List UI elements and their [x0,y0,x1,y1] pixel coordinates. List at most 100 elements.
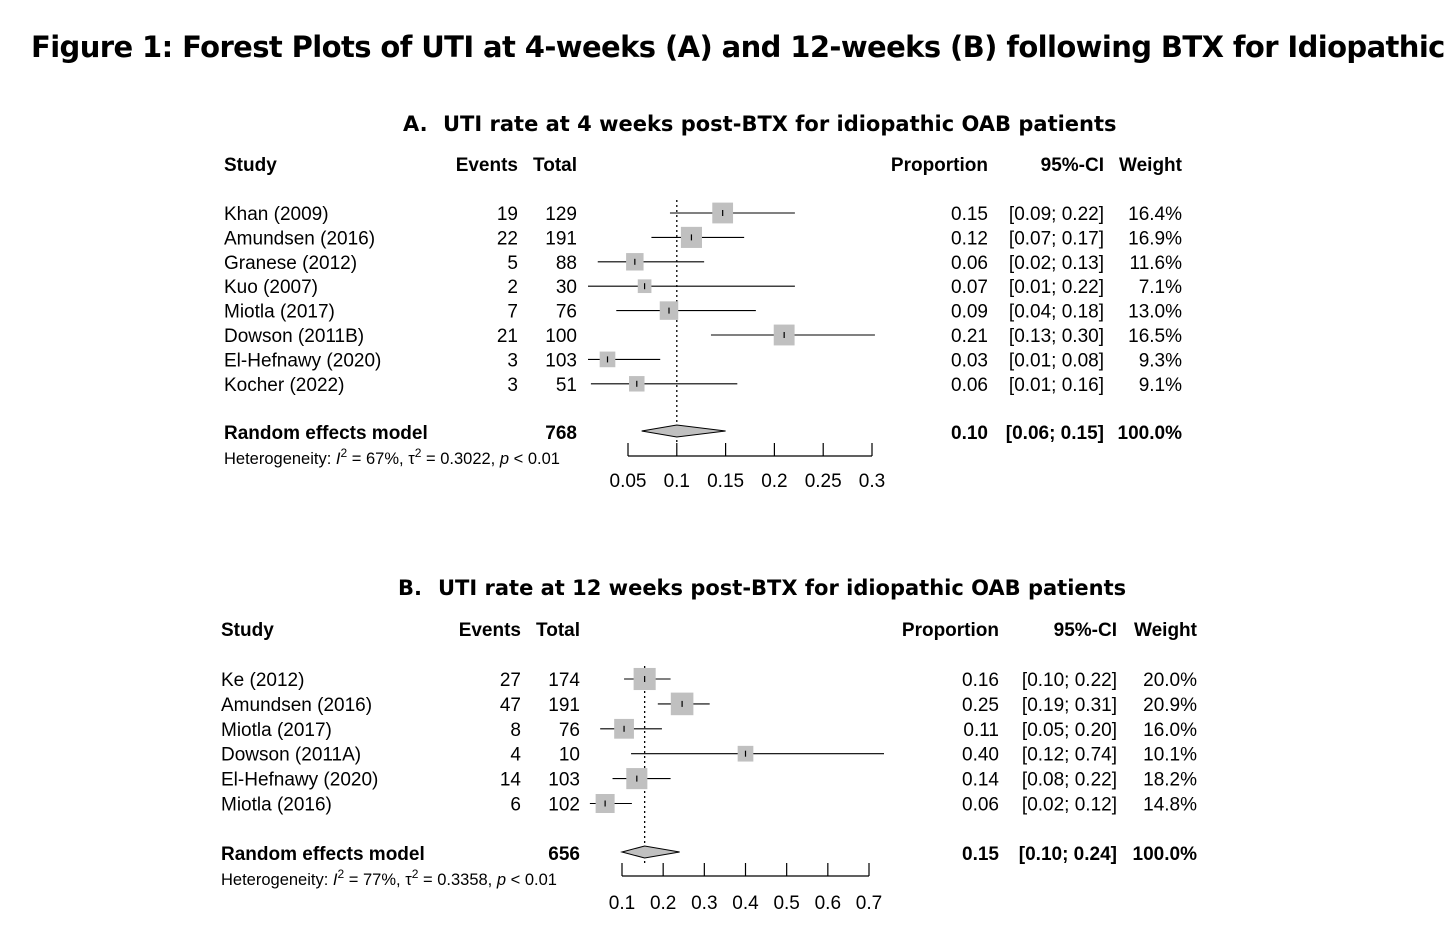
study-proportion: 0.06 [962,795,999,816]
het-tau2-value: = 0.3358, [418,871,496,889]
study-name: Amundsen (2016) [224,228,375,249]
pooled-name: Random effects model [224,423,428,444]
pooled-ci: [0.06; 0.15] [1006,423,1104,444]
column-header-total: Total [536,620,580,641]
column-header-proportion: Proportion [902,620,999,641]
study-events: 7 [507,302,518,323]
het-i2-symbol: I [336,450,341,468]
x-tick-label: 0.2 [761,471,787,492]
study-events: 6 [510,795,521,816]
column-header-ci: 95%-CI [1054,620,1117,641]
x-tick-label: 0.7 [856,893,882,914]
study-events: 3 [507,350,518,371]
study-weight: 9.1% [1139,375,1182,396]
het-prefix: Heterogeneity: [221,871,333,889]
study-ci: [0.19; 0.31] [1022,695,1117,716]
x-tick-label: 0.05 [610,471,647,492]
het-i2-value: = 77%, [344,871,405,889]
pooled-diamond [620,845,680,859]
study-ci: [0.01; 0.08] [1009,350,1104,371]
het-tau2-value: = 0.3022, [421,450,499,468]
column-header-study: Study [221,620,274,641]
pooled-weight: 100.0% [1133,844,1198,865]
study-weight: 11.6% [1130,253,1183,274]
column-header-study: Study [224,155,277,176]
panel-title: UTI rate at 4 weeks post-BTX for idiopat… [443,112,1117,136]
het-tau2-sup: 2 [412,867,419,881]
study-name: Dowson (2011A) [221,745,361,766]
study-weight: 10.1% [1143,745,1197,766]
study-name: Kocher (2022) [224,375,344,396]
study-proportion: 0.09 [951,302,988,323]
pooled-total: 656 [548,844,580,865]
het-tau2-symbol: τ [405,871,412,889]
study-proportion: 0.14 [962,770,999,791]
study-events: 19 [497,204,518,225]
study-proportion: 0.40 [962,745,999,766]
study-name: Ke (2012) [221,670,304,691]
study-total: 51 [556,375,577,396]
pooled-ci: [0.10; 0.24] [1019,844,1117,865]
het-tau2-symbol: τ [408,450,415,468]
study-ci: [0.07; 0.17] [1009,228,1104,249]
study-total: 88 [556,253,577,274]
study-total: 103 [548,770,580,791]
study-total: 191 [545,228,577,249]
x-tick-label: 0.6 [815,893,841,914]
study-name: Granese (2012) [224,253,357,274]
study-events: 21 [497,326,518,347]
study-proportion: 0.07 [951,277,988,298]
study-total: 129 [545,204,577,225]
study-total: 76 [556,302,577,323]
column-header-weight: Weight [1134,620,1198,641]
study-ci: [0.09; 0.22] [1009,204,1104,225]
x-tick-label: 0.1 [609,893,635,914]
study-proportion: 0.11 [963,720,999,741]
x-tick-label: 0.1 [664,471,690,492]
study-proportion: 0.16 [962,670,999,691]
study-total: 10 [559,745,580,766]
het-i2-value: = 67%, [347,450,408,468]
x-tick-label: 0.4 [732,893,759,914]
study-proportion: 0.06 [951,375,988,396]
study-total: 30 [556,277,577,298]
panel-title: UTI rate at 12 weeks post-BTX for idiopa… [438,576,1126,600]
panel-label: B. [398,576,422,600]
study-name: Khan (2009) [224,204,329,225]
x-tick-label: 0.3 [691,893,717,914]
het-p-symbol: p [496,871,506,889]
study-weight: 16.0% [1143,720,1197,741]
pooled-proportion: 0.15 [962,844,999,865]
x-tick-label: 0.25 [805,471,842,492]
het-p-value: < 0.01 [506,871,557,889]
study-proportion: 0.12 [951,228,988,249]
x-tick-label: 0.15 [707,471,744,492]
column-header-total: Total [533,155,577,176]
study-weight: 13.0% [1128,302,1182,323]
study-total: 103 [545,350,577,371]
study-name: Miotla (2017) [221,720,332,741]
study-name: Kuo (2007) [224,277,318,298]
study-proportion: 0.25 [962,695,999,716]
panel-label: A. [403,112,428,136]
pooled-proportion: 0.10 [951,423,988,444]
study-weight: 20.9% [1143,695,1197,716]
study-events: 14 [500,770,522,791]
study-ci: [0.05; 0.20] [1022,720,1117,741]
study-events: 27 [500,670,521,691]
study-weight: 16.4% [1128,204,1182,225]
study-events: 2 [507,277,518,298]
study-total: 174 [548,670,580,691]
study-total: 76 [559,720,580,741]
study-name: El-Hefnawy (2020) [224,350,381,371]
pooled-diamond [641,424,726,438]
study-ci: [0.04; 0.18] [1009,302,1104,323]
study-name: El-Hefnawy (2020) [221,770,378,791]
x-tick-label: 0.2 [650,893,676,914]
forest-plot-a: A. UTI rate at 4 weeks post-BTX for idiop… [224,112,1183,492]
forest-plot-b: B. UTI rate at 12 weeks post-BTX for idio… [221,576,1198,914]
study-events: 4 [510,745,521,766]
study-events: 5 [507,253,518,274]
study-name: Amundsen (2016) [221,695,372,716]
study-weight: 18.2% [1143,770,1197,791]
